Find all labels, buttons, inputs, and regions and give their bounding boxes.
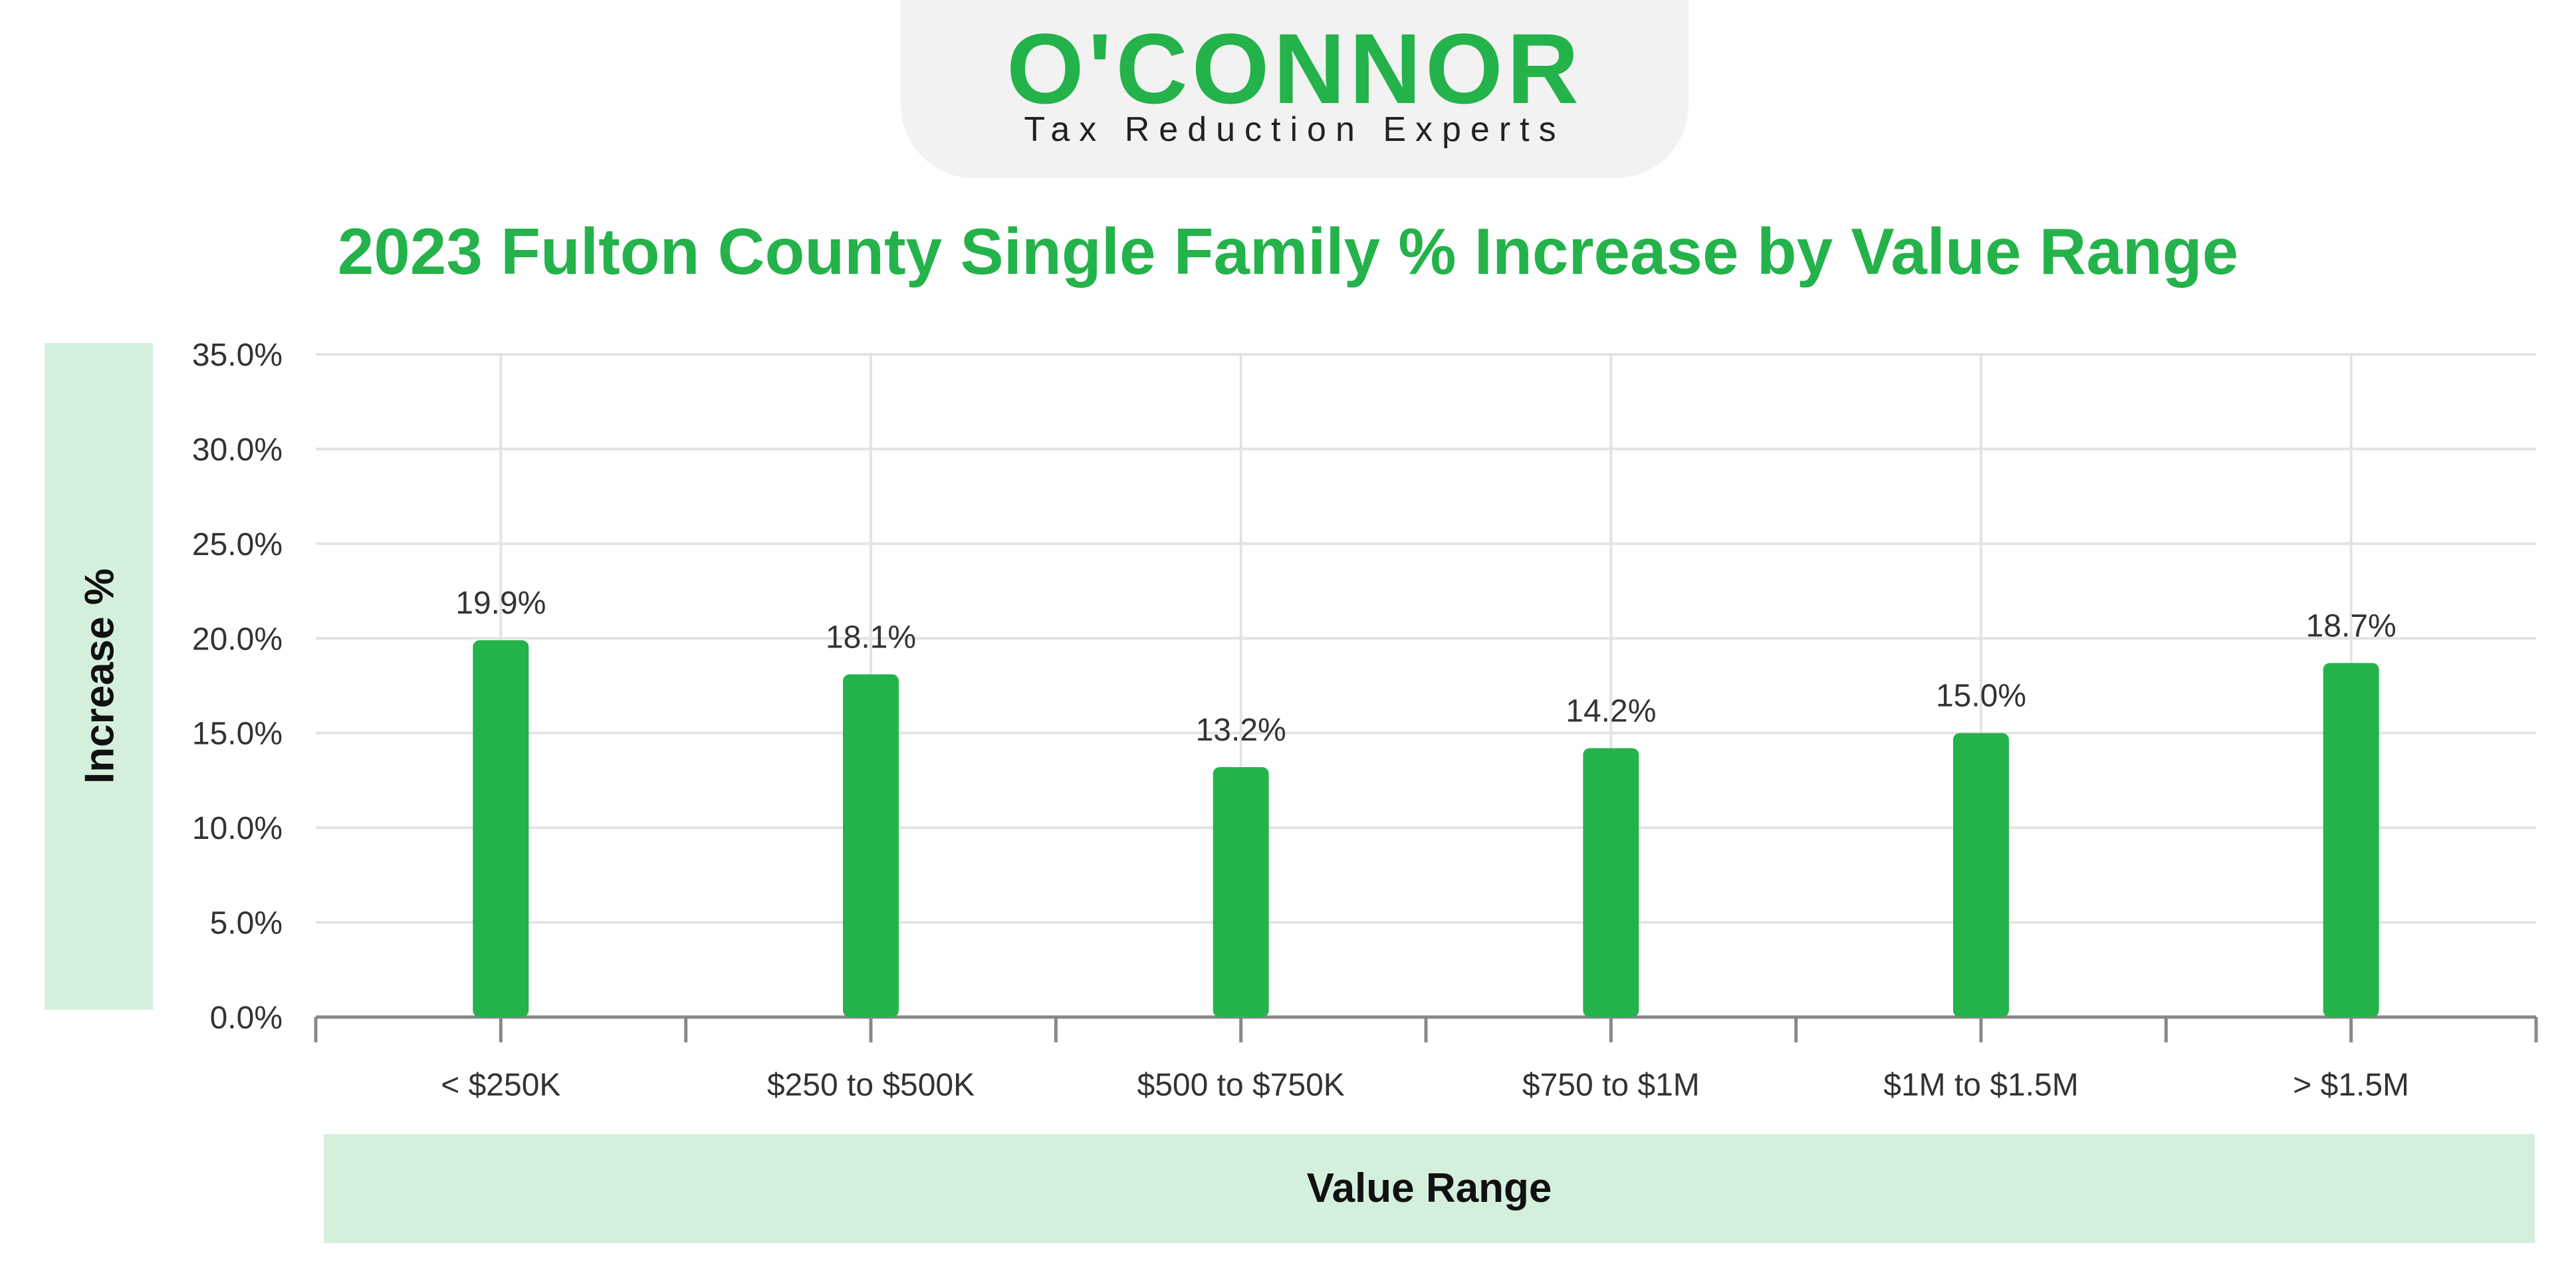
y-tick-label: 5.0% [210, 906, 283, 941]
y-tick-label: 25.0% [192, 527, 283, 562]
bar-value-label: 14.2% [1566, 694, 1656, 729]
x-tick-label: $750 to $1M [1522, 1068, 1700, 1103]
logo-wordmark: O'CONNOR [1006, 13, 1583, 124]
x-tick-label: > $1.5M [2293, 1068, 2409, 1103]
y-tick-label: 10.0% [192, 811, 283, 846]
bar-value-label: 19.9% [455, 586, 546, 621]
y-tick-label: 35.0% [192, 338, 283, 373]
x-tick-label: $250 to $500K [767, 1068, 975, 1103]
bar [1213, 766, 1269, 1017]
bar [2323, 663, 2379, 1017]
bar-value-label: 18.1% [826, 620, 916, 655]
y-tick-label: 30.0% [192, 432, 283, 467]
bar [473, 640, 529, 1017]
bar [1953, 733, 2009, 1017]
x-axis-label: Value Range [1306, 1165, 1552, 1211]
y-tick-label: 0.0% [210, 1000, 283, 1036]
logo-banner: O'CONNOR Tax Reduction Experts [901, 0, 1689, 178]
bar-value-label: 13.2% [1196, 713, 1286, 748]
bar [843, 674, 899, 1017]
logo-tagline: Tax Reduction Experts [1024, 110, 1566, 149]
x-tick-label: $500 to $750K [1137, 1068, 1345, 1103]
x-tick-label: < $250K [441, 1068, 560, 1103]
bar-value-label: 18.7% [2306, 608, 2397, 643]
bar [1583, 748, 1639, 1017]
y-axis-label-panel [45, 343, 153, 1010]
x-axis-label-panel: Value Range [324, 1134, 2535, 1243]
y-tick-label: 15.0% [192, 717, 283, 752]
y-tick-label: 20.0% [192, 622, 283, 657]
chart-title: 2023 Fulton County Single Family % Incre… [337, 215, 2239, 288]
bar-value-label: 15.0% [1936, 679, 2026, 714]
x-tick-label: $1M to $1.5M [1883, 1068, 2078, 1103]
